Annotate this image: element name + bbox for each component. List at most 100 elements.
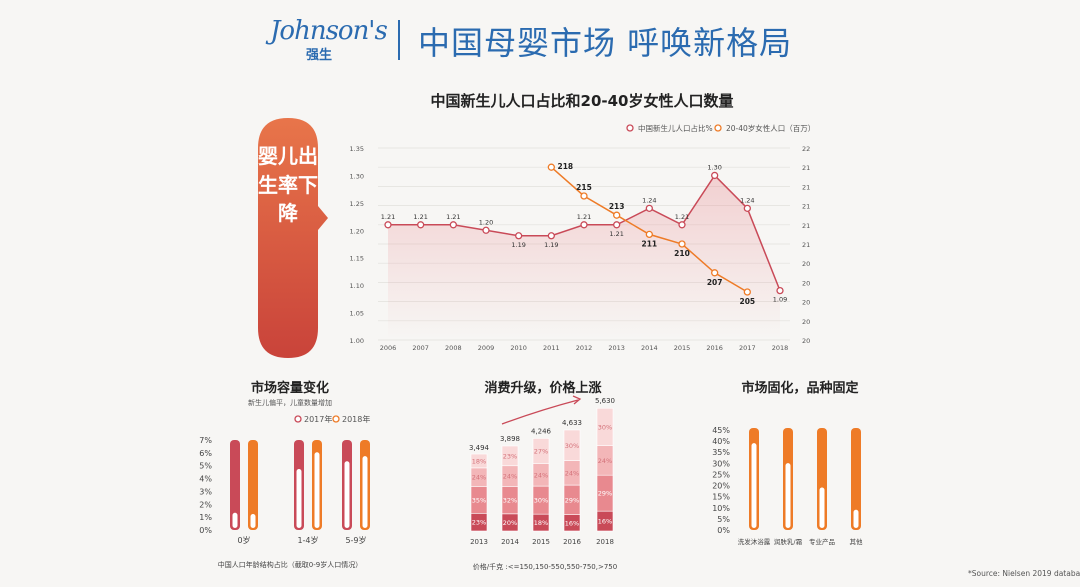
fixed-y-tick: 45% bbox=[712, 426, 730, 435]
y-right-tick-label: 206 bbox=[802, 279, 810, 287]
fixed-bar-value bbox=[751, 443, 757, 528]
trend-arrow-icon bbox=[501, 399, 579, 425]
price-segment-label: 18% bbox=[472, 457, 486, 465]
birth-rate-point bbox=[580, 221, 588, 229]
capacity-y-tick: 4% bbox=[199, 475, 212, 484]
y-right-tick-label: 202 bbox=[802, 318, 810, 326]
y-right-tick-label: 212 bbox=[802, 222, 810, 230]
x-tick-label: 2015 bbox=[674, 344, 691, 352]
birth-rate-point bbox=[547, 232, 555, 240]
women-population-label: 218 bbox=[558, 162, 574, 171]
line-chart-legend: 中国新生儿人口占比% 20-40岁女性人口（百万） bbox=[626, 123, 810, 133]
women-population-label: 215 bbox=[576, 183, 592, 192]
price-chart-footnote: 价格/千克 :<=150,150-550,550-750,>750 bbox=[473, 562, 617, 571]
y-right-tick-label: 214 bbox=[802, 203, 810, 211]
y-right-tick-label: 216 bbox=[802, 183, 810, 191]
capacity-chart-title: 市场容量变化 bbox=[251, 380, 329, 396]
women-population-point bbox=[743, 288, 751, 296]
price-chart-bars: 23% 35% 24% 18% 3,494 2013 20% 32% 24% 23% 3,898 20… bbox=[469, 397, 615, 546]
women-population-point bbox=[580, 192, 588, 200]
capacity-bar-value bbox=[232, 512, 238, 528]
header-divider bbox=[398, 20, 400, 60]
birth-rate-label: 1.09 bbox=[773, 296, 787, 304]
women-population-point bbox=[613, 211, 621, 219]
birth-rate-point bbox=[482, 226, 490, 234]
y-left-tick-label: 1.00 bbox=[350, 337, 364, 345]
women-population-label: 205 bbox=[740, 297, 756, 306]
fixed-y-tick: 35% bbox=[712, 448, 730, 457]
capacity-category-label: 5-9岁 bbox=[345, 535, 366, 545]
x-tick-label: 2008 bbox=[445, 344, 462, 352]
women-population-label: 210 bbox=[674, 249, 690, 258]
x-tick-label: 2013 bbox=[608, 344, 625, 352]
x-tick-label: 2007 bbox=[412, 344, 429, 352]
line-chart-axes: 1.35 1.30 1.25 1.20 1.15 1.10 1.05 1.00 220 218 21… bbox=[350, 145, 810, 352]
fixed-y-tick: 30% bbox=[712, 459, 730, 468]
price-total-label: 4,633 bbox=[562, 419, 582, 427]
birth-rate-label: 1.21 bbox=[413, 213, 427, 221]
price-segment-label: 35% bbox=[472, 496, 486, 504]
fixed-y-tick: 20% bbox=[712, 482, 730, 491]
price-segment-label: 23% bbox=[503, 452, 517, 460]
x-tick-label: 2016 bbox=[706, 344, 723, 352]
price-segment bbox=[532, 438, 550, 464]
x-tick-label: 2011 bbox=[543, 344, 560, 352]
price-category-label: 2018 bbox=[596, 538, 614, 546]
capacity-y-tick: 1% bbox=[199, 513, 212, 522]
birth-rate-point bbox=[417, 221, 425, 229]
price-segment-label: 30% bbox=[598, 423, 612, 431]
price-segment-label: 24% bbox=[472, 474, 486, 482]
capacity-chart-axis: 7% 6% 5% 4% 3% 2% 1% 0% bbox=[199, 436, 212, 535]
y-left-tick-label: 1.05 bbox=[350, 310, 364, 318]
price-category-label: 2013 bbox=[470, 538, 488, 546]
y-left-tick-label: 1.10 bbox=[350, 282, 364, 290]
price-segment bbox=[470, 453, 488, 469]
fixed-category-label: 专业产品 bbox=[809, 537, 835, 546]
line-chart-title: 中国新生儿人口占比和20-40岁女性人口数量 bbox=[431, 92, 734, 110]
fixed-bar-track bbox=[851, 428, 861, 530]
birth-rate-area bbox=[388, 175, 780, 340]
price-total-label: 5,630 bbox=[595, 397, 615, 405]
y-right-tick-label: 208 bbox=[802, 260, 810, 268]
price-total-label: 4,246 bbox=[531, 427, 552, 435]
legend-marker-birth bbox=[626, 124, 634, 132]
x-tick-label: 2012 bbox=[576, 344, 593, 352]
y-right-tick-label: 210 bbox=[802, 241, 810, 249]
birth-rate-label: 1.21 bbox=[609, 230, 623, 238]
side-tag: 婴儿出生率下降 bbox=[258, 118, 328, 358]
fixed-bar-value bbox=[785, 463, 791, 528]
price-total-label: 3,494 bbox=[469, 444, 490, 452]
birth-rate-point bbox=[449, 221, 457, 229]
fixed-y-tick: 5% bbox=[717, 515, 730, 524]
y-right-tick-label: 220 bbox=[802, 145, 810, 153]
line-chart: 中国新生儿人口占比和20-40岁女性人口数量 中国新生儿人口占比% 20-40岁… bbox=[350, 92, 810, 352]
women-population-point bbox=[547, 163, 555, 171]
women-population-point bbox=[711, 269, 719, 277]
fixed-category-label: 洗发沐浴露 bbox=[738, 537, 771, 546]
price-segment-label: 30% bbox=[565, 442, 579, 450]
brand-logo: Johnson's 强生 bbox=[270, 16, 388, 63]
birth-rate-point bbox=[743, 204, 751, 212]
y-left-tick-label: 1.20 bbox=[350, 227, 364, 235]
price-category-label: 2016 bbox=[563, 538, 581, 546]
capacity-chart-bars: 0岁 1-4岁 5-9岁 bbox=[230, 440, 370, 545]
capacity-chart: 市场容量变化 新生儿偏平，儿童数量增加 2017年 2018年 7% 6% 5% 4%… bbox=[199, 380, 370, 569]
legend-label-2017: 2017年 bbox=[304, 414, 332, 424]
brand-script: Johnson's bbox=[270, 16, 388, 46]
legend-label-birth: 中国新生儿人口占比% bbox=[638, 123, 713, 133]
birth-rate-point bbox=[384, 221, 392, 229]
fixed-chart-bars: 洗发沐浴露 润肤乳/霜 专业产品 其他 bbox=[738, 428, 863, 546]
birth-rate-point bbox=[515, 232, 523, 240]
capacity-y-tick: 3% bbox=[199, 487, 212, 496]
birth-rate-label: 1.19 bbox=[544, 241, 558, 249]
women-population-label: 213 bbox=[609, 202, 625, 211]
x-tick-label: 2006 bbox=[380, 344, 397, 352]
price-segment-label: 16% bbox=[598, 518, 612, 526]
fixed-bar-value bbox=[853, 509, 859, 528]
fixed-y-tick: 0% bbox=[717, 526, 730, 535]
fixed-chart: 市场固化，品种固定 45% 40% 35% 30% 25% 20% 15% 10% 5% 0% 洗… bbox=[712, 380, 863, 546]
y-left-tick-label: 1.30 bbox=[350, 172, 364, 180]
legend-label-2018: 2018年 bbox=[342, 414, 370, 424]
source-note: *Source: Nielsen 2019 database bbox=[968, 569, 1080, 578]
capacity-bar-value bbox=[344, 461, 350, 528]
